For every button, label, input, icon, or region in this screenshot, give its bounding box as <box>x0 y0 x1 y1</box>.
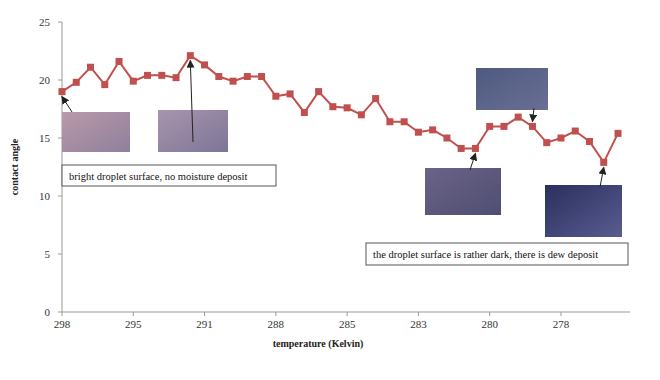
y-tick <box>58 312 62 313</box>
annotation-arrow <box>190 61 193 142</box>
x-axis-line <box>62 312 630 313</box>
data-marker <box>187 52 194 59</box>
data-marker <box>73 79 80 86</box>
y-tick-label: 20 <box>39 74 51 86</box>
data-marker <box>458 145 465 152</box>
y-tick <box>58 196 62 197</box>
x-tick <box>560 312 561 316</box>
x-tick-label: 280 <box>481 318 498 330</box>
data-marker <box>87 64 94 71</box>
annotation-arrow <box>532 108 534 121</box>
photo-thumbnail <box>62 112 130 152</box>
data-marker <box>600 159 607 166</box>
data-marker <box>500 123 507 130</box>
data-marker <box>344 104 351 111</box>
x-tick-label: 278 <box>553 318 570 330</box>
data-marker <box>358 111 365 118</box>
x-tick <box>347 312 348 316</box>
x-tick <box>62 312 63 316</box>
data-marker <box>144 72 151 79</box>
x-axis-title: temperature (Kelvin) <box>273 338 364 350</box>
x-tick-label: 295 <box>125 318 142 330</box>
annotation-text: bright droplet surface, no moisture depo… <box>69 171 248 182</box>
annotation-box <box>366 243 628 265</box>
data-marker <box>101 81 108 88</box>
plot-area <box>59 52 622 166</box>
data-marker <box>515 114 522 121</box>
data-marker <box>215 73 222 80</box>
data-marker <box>301 109 308 116</box>
data-marker <box>158 72 165 79</box>
annotation-text: the droplet surface is rather dark, ther… <box>373 249 598 260</box>
x-tick <box>418 312 419 316</box>
data-marker <box>429 126 436 133</box>
data-line <box>62 56 618 163</box>
x-tick-label: 291 <box>196 318 213 330</box>
y-tick-label: 10 <box>39 190 51 202</box>
data-marker <box>59 88 66 95</box>
x-tick-label: 283 <box>410 318 427 330</box>
x-tick <box>133 312 134 316</box>
data-marker <box>272 93 279 100</box>
annotation-arrow <box>62 97 72 112</box>
data-marker <box>386 118 393 125</box>
y-tick <box>58 22 62 23</box>
data-marker <box>130 78 137 85</box>
data-marker <box>572 128 579 135</box>
y-tick-label: 0 <box>45 306 51 318</box>
data-marker <box>201 61 208 68</box>
data-marker <box>315 88 322 95</box>
data-marker <box>543 139 550 146</box>
x-tick <box>275 312 276 316</box>
data-marker <box>329 103 336 110</box>
y-tick-label: 5 <box>45 248 51 260</box>
x-tick-label: 288 <box>268 318 285 330</box>
y-tick <box>58 254 62 255</box>
y-tick-label: 15 <box>39 132 51 144</box>
y-tick <box>58 138 62 139</box>
data-marker <box>472 145 479 152</box>
data-marker <box>443 135 450 142</box>
data-marker <box>401 118 408 125</box>
annotation-arrow <box>600 167 604 187</box>
photo-thumbnail <box>476 68 548 110</box>
chart-container: 0 5 10 15 20 25 298 295 291 288 285 283 280 278 temper… <box>0 0 660 380</box>
data-marker <box>557 135 564 142</box>
y-tick <box>58 80 62 81</box>
chart-svg: 0 5 10 15 20 25 298 295 291 288 285 283 280 278 temper… <box>0 0 660 380</box>
data-marker <box>244 73 251 80</box>
data-marker <box>529 123 536 130</box>
photo-thumbnail <box>545 185 622 237</box>
annotation-box <box>62 165 276 186</box>
y-tick-label: 25 <box>39 16 51 28</box>
data-marker <box>372 95 379 102</box>
data-marker <box>415 129 422 136</box>
x-tick <box>489 312 490 316</box>
data-marker <box>173 74 180 81</box>
x-tick-label: 285 <box>339 318 356 330</box>
data-marker <box>230 78 237 85</box>
data-marker <box>258 73 265 80</box>
x-tick <box>204 312 205 316</box>
data-marker <box>116 58 123 65</box>
annotation-arrow <box>470 153 475 170</box>
data-marker <box>615 130 622 137</box>
photo-thumbnail <box>425 168 501 215</box>
data-marker <box>287 90 294 97</box>
data-marker <box>586 138 593 145</box>
y-axis-title: contact angle <box>9 138 20 195</box>
data-marker <box>486 123 493 130</box>
x-tick-label: 298 <box>54 318 71 330</box>
